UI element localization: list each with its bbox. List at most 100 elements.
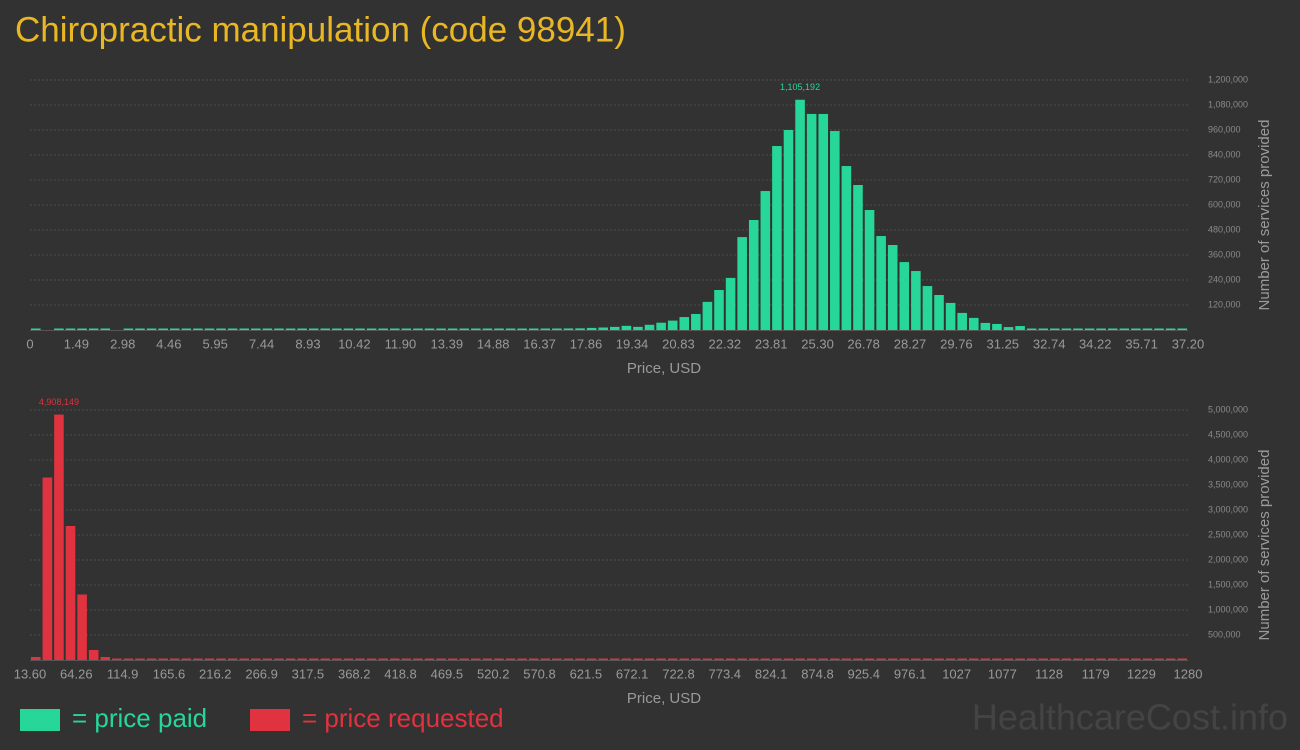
bar [968, 658, 979, 660]
bar [934, 658, 944, 660]
bar [494, 658, 504, 660]
page-title: Chiropractic manipulation (code 98941) [15, 10, 626, 49]
bar [691, 313, 701, 330]
x-tick-label: 1077 [988, 666, 1017, 681]
bar [239, 328, 250, 330]
bar [1177, 658, 1187, 660]
bar [65, 526, 76, 660]
x-axis-label: Price, USD [627, 360, 701, 377]
x-tick-label: 19.34 [616, 336, 649, 351]
x-axis-label: Price, USD [627, 690, 701, 707]
bar [1119, 328, 1130, 330]
bar [447, 658, 458, 660]
bar [575, 658, 585, 660]
bar [980, 658, 991, 660]
bar [1084, 658, 1095, 660]
x-tick-label: 1229 [1127, 666, 1156, 681]
bar [957, 312, 967, 330]
bar [88, 650, 99, 660]
bar [934, 295, 944, 330]
bar [112, 658, 122, 660]
bar [737, 237, 747, 330]
bar [31, 328, 41, 330]
bar [100, 657, 111, 660]
bar [725, 277, 736, 330]
bar [1003, 327, 1014, 330]
x-tick-label: 22.32 [709, 336, 742, 351]
bar [899, 658, 910, 660]
x-tick-label: 25.30 [801, 336, 834, 351]
bar [702, 301, 713, 330]
x-tick-label: 11.90 [385, 336, 417, 351]
bar [748, 658, 759, 660]
bar [818, 658, 829, 660]
bar [922, 658, 933, 660]
bar [424, 658, 435, 660]
bar [343, 658, 354, 660]
x-tick-label: 16.37 [523, 336, 556, 351]
bar [656, 322, 666, 330]
legend-label: = price paid [72, 703, 207, 733]
bar [77, 328, 87, 330]
bar [1131, 328, 1141, 330]
bar [424, 328, 435, 330]
bar [505, 658, 516, 660]
bar [1015, 326, 1025, 330]
bar [320, 328, 331, 330]
bar [494, 328, 504, 330]
bar [760, 191, 771, 330]
bar [1096, 328, 1106, 330]
bar [528, 658, 539, 660]
x-tick-label: 1.49 [64, 336, 89, 351]
bar [610, 326, 620, 330]
bar [459, 328, 470, 330]
bar [262, 658, 273, 660]
bar [181, 658, 192, 660]
bar [308, 658, 319, 660]
bar [887, 658, 898, 660]
bar [795, 99, 805, 330]
y-tick-label: 3,500,000 [1208, 479, 1248, 489]
bar [123, 658, 134, 660]
bar [1084, 328, 1095, 330]
bar [748, 220, 759, 330]
bar [992, 658, 1002, 660]
bar [945, 302, 956, 330]
x-tick-label: 13.60 [14, 666, 47, 681]
bar [1050, 658, 1060, 660]
x-tick-label: 520.2 [477, 666, 510, 681]
x-tick-label: 32.74 [1033, 336, 1066, 351]
bar [1038, 328, 1049, 330]
x-tick-label: 114.9 [107, 666, 139, 681]
bar [1142, 658, 1153, 660]
bar [332, 658, 342, 660]
bar [841, 658, 852, 660]
bar [123, 328, 134, 330]
bar [77, 594, 87, 660]
bar [772, 146, 782, 330]
x-tick-label: 773.4 [708, 666, 741, 681]
bar [262, 328, 273, 330]
bar [598, 327, 608, 330]
x-tick-label: 570.8 [523, 666, 556, 681]
bar [65, 328, 76, 330]
bar [528, 328, 539, 330]
bar [193, 658, 203, 660]
bar [471, 328, 481, 330]
bar [135, 328, 145, 330]
bar [887, 245, 898, 330]
x-tick-label: 23.81 [755, 336, 788, 351]
x-tick-label: 469.5 [431, 666, 464, 681]
bar [31, 657, 41, 660]
x-tick-label: 672.1 [616, 666, 649, 681]
x-tick-label: 2.98 [110, 336, 135, 351]
bar [830, 658, 840, 660]
bar [621, 658, 632, 660]
bar [181, 328, 192, 330]
bar [540, 328, 551, 330]
x-tick-label: 20.83 [662, 336, 695, 351]
bar [714, 658, 724, 660]
x-tick-label: 925.4 [847, 666, 880, 681]
bar [216, 328, 226, 330]
bar [482, 658, 493, 660]
